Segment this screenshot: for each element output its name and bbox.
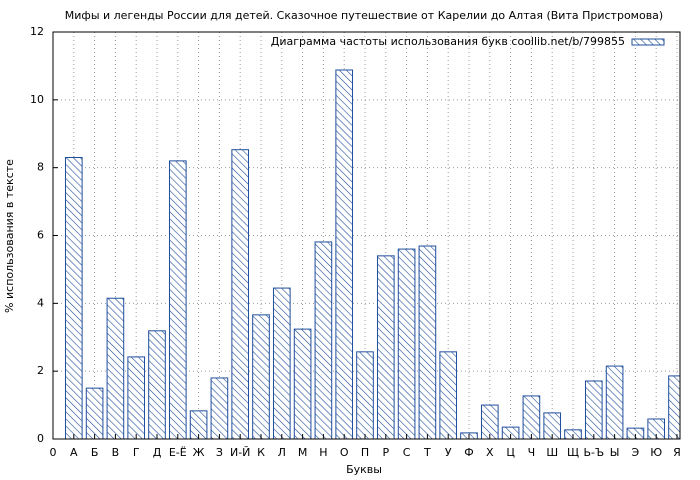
x-tick-label: О [340,446,349,459]
bar [397,248,416,439]
bar [106,297,125,439]
bars [64,69,680,439]
bar [252,314,270,439]
y-axis-label: % использования в тексте [3,159,16,313]
x-tick-label: К [257,446,265,459]
x-tick-label: Ю [650,446,662,459]
x-tick-label: Ц [506,446,515,459]
bar [293,328,312,439]
x-tick-label: Ш [546,446,558,459]
y-tick-label: 10 [30,93,44,106]
bar [314,241,333,439]
x-tick-label: Ф [464,446,473,459]
x-tick-label: З [216,446,223,459]
x-tick-label: Н [319,446,327,459]
x-tick-label: Ь-Ъ [583,446,604,459]
bar [168,160,187,439]
bar [584,380,603,439]
x-tick-label: Б [91,446,99,459]
x-tick-label: Т [423,446,431,459]
legend-label: Диаграмма частоты использования букв coo… [271,35,625,48]
bar [335,69,354,439]
bar [210,377,229,439]
x-tick-label: Х [486,446,494,459]
legend-swatch [631,38,665,46]
bar [376,255,395,439]
x-tick-label: И-Й [230,446,250,459]
bar [480,404,499,439]
bar [439,351,458,439]
x-tick-label: В [112,446,120,459]
x-tick-label: Д [153,446,162,459]
y-tick-label: 6 [37,229,44,242]
bar [605,365,624,439]
x-tick-label: Ы [610,446,620,459]
x-tick-label: Щ [567,446,579,459]
bar [668,375,680,439]
x-tick-label: Е-Ё [169,446,187,459]
x-tick-label: У [445,446,452,459]
x-tick-label: Э [632,446,640,459]
x-tick-label: Л [278,446,286,459]
bar [272,287,291,439]
bar [148,330,166,439]
y-tick-label: 12 [30,25,44,38]
bar [127,356,146,439]
y-tick-label: 4 [37,296,44,309]
x-tick-label: Г [133,446,140,459]
x-tick-label: С [403,446,411,459]
bar [418,245,437,439]
bar [85,387,104,439]
y-tick-label: 2 [37,364,44,377]
x-tick-label: М [298,446,308,459]
x-tick-label: 0 [50,446,57,459]
chart-title: Мифы и легенды России для детей. Сказочн… [65,9,663,22]
y-tick-label: 0 [37,432,44,445]
bar [501,426,520,439]
bar [522,395,541,439]
x-tick-label: А [70,446,78,459]
y-tick-label: 8 [37,161,44,174]
x-tick-label: Р [382,446,389,459]
bar [647,418,666,439]
x-axis-label: Буквы [346,463,382,476]
x-tick-label: Ж [193,446,205,459]
bar [626,427,645,439]
x-tick-label: Я [673,446,681,459]
x-tick-label: Ч [528,446,536,459]
x-tick-label: П [361,446,369,459]
bar [356,351,374,439]
bar [231,149,250,439]
bar [64,156,83,439]
